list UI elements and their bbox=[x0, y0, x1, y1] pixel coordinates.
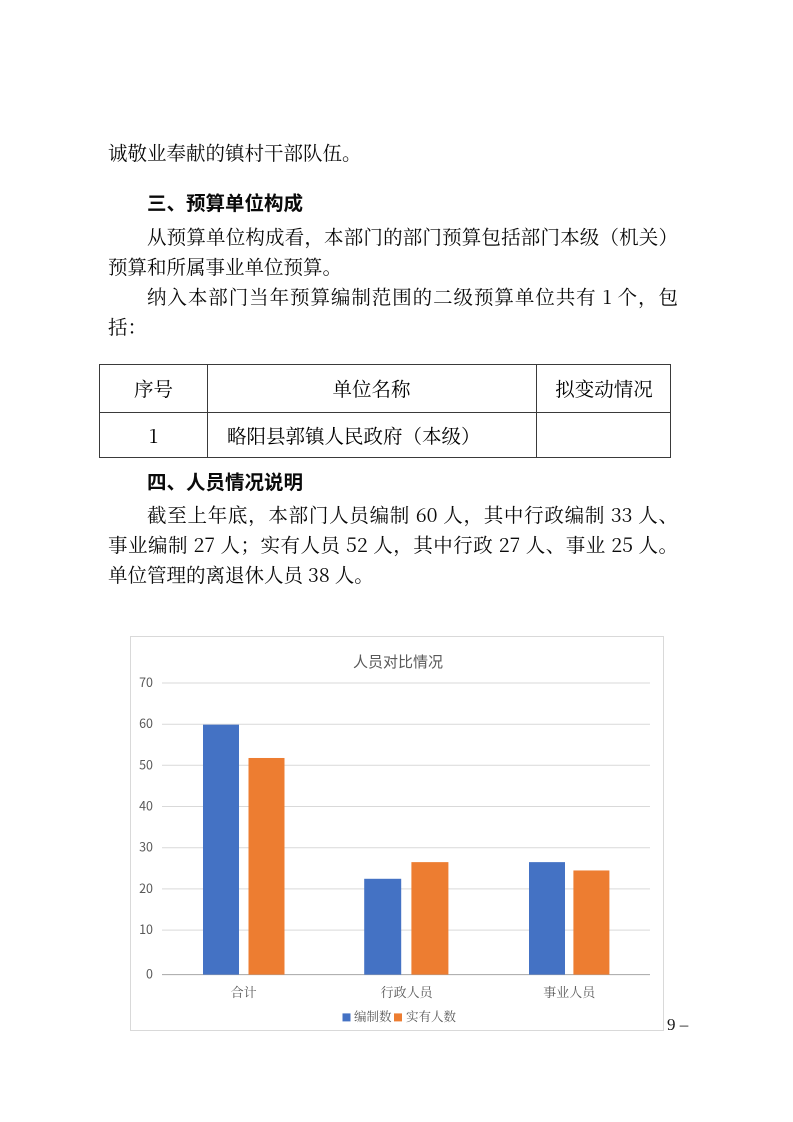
svg-text:20: 20 bbox=[139, 878, 153, 897]
svg-text:合计: 合计 bbox=[231, 982, 257, 1001]
svg-text:事业人员: 事业人员 bbox=[543, 982, 596, 1001]
svg-text:编制数: 编制数 bbox=[354, 1007, 392, 1025]
svg-text:60: 60 bbox=[139, 713, 153, 732]
svg-text:70: 70 bbox=[139, 672, 153, 691]
svg-text:0: 0 bbox=[146, 964, 153, 983]
svg-text:30: 30 bbox=[139, 837, 153, 856]
svg-text:人员对比情况: 人员对比情况 bbox=[353, 651, 443, 672]
svg-text:50: 50 bbox=[139, 754, 153, 773]
svg-text:10: 10 bbox=[139, 919, 153, 938]
svg-text:实有人数: 实有人数 bbox=[406, 1007, 457, 1025]
svg-text:40: 40 bbox=[139, 796, 153, 815]
svg-text:行政人员: 行政人员 bbox=[381, 982, 434, 1001]
